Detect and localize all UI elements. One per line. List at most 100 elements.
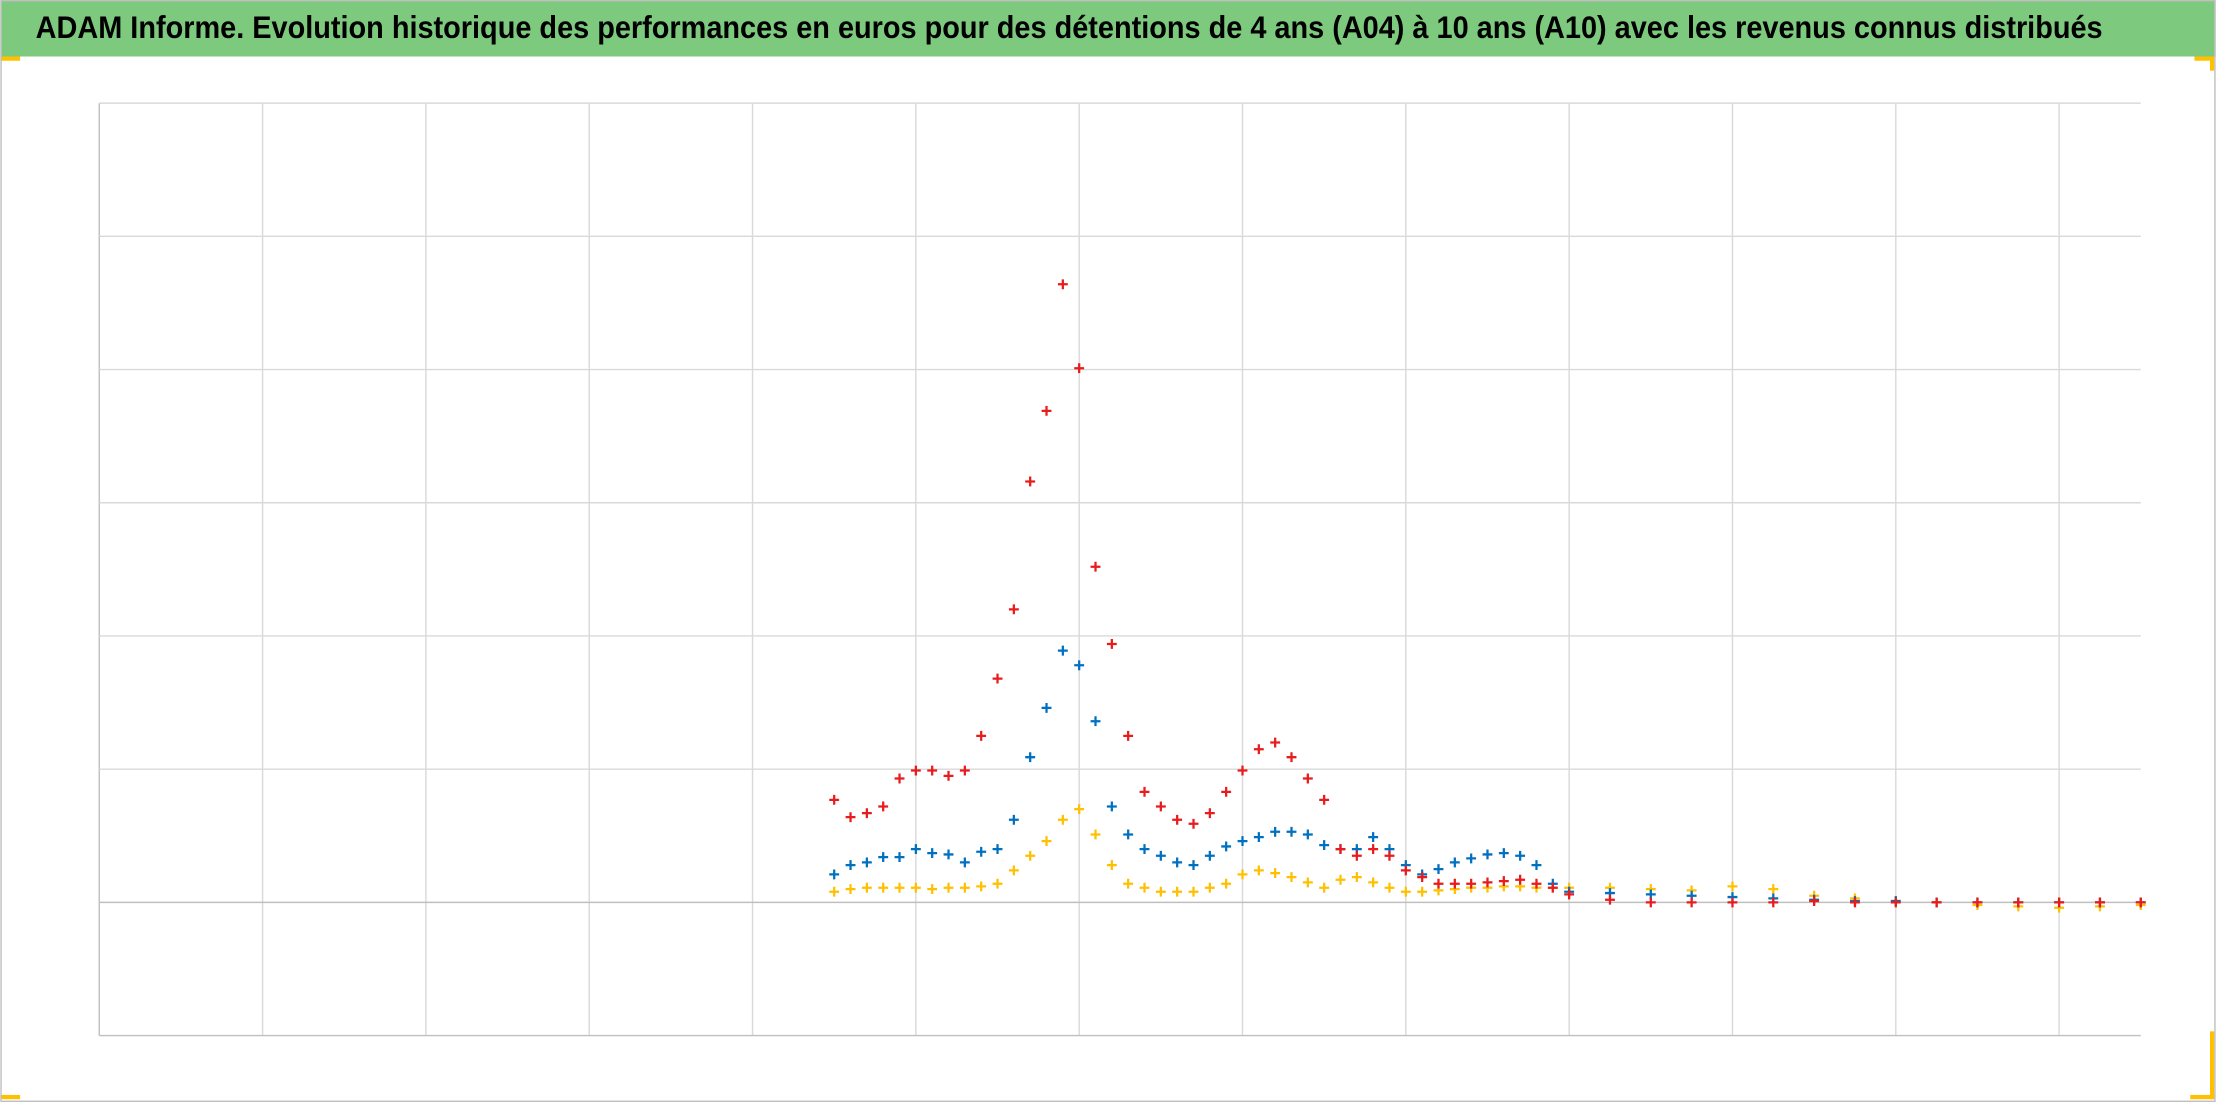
data-point <box>1605 894 1615 905</box>
data-point <box>1890 897 1901 908</box>
data-point <box>1368 832 1379 843</box>
data-point <box>2013 897 2024 908</box>
data-point <box>1286 826 1297 837</box>
data-point <box>1270 868 1281 879</box>
data-point <box>976 846 987 857</box>
data-point <box>1727 897 1738 908</box>
data-point <box>1466 878 1477 889</box>
data-point <box>1270 826 1281 837</box>
data-point <box>1172 814 1183 825</box>
data-point <box>910 882 921 893</box>
data-point <box>1123 878 1134 889</box>
data-point <box>1433 864 1444 875</box>
data-point <box>1319 882 1330 893</box>
data-point <box>1237 869 1248 880</box>
corner-mark <box>2210 1031 2215 1100</box>
data-point <box>1686 897 1697 908</box>
data-point <box>1931 897 1942 908</box>
data-point <box>845 812 856 823</box>
data-point <box>1531 878 1542 889</box>
data-point <box>1155 850 1166 861</box>
data-point <box>878 801 889 812</box>
data-point <box>861 857 872 868</box>
data-point <box>1188 886 1199 897</box>
data-point <box>1498 848 1509 859</box>
data-point <box>1074 363 1085 374</box>
data-point <box>992 673 1003 684</box>
data-point <box>1188 818 1199 829</box>
data-point <box>959 765 970 776</box>
data-point <box>1286 872 1297 883</box>
data-point <box>1482 849 1493 860</box>
data-point <box>1090 716 1101 727</box>
data-point <box>1515 874 1526 885</box>
data-point <box>1025 476 1036 487</box>
data-point <box>943 849 954 860</box>
data-point <box>1106 860 1117 871</box>
data-point <box>1057 279 1068 290</box>
data-point <box>894 773 905 784</box>
data-point <box>1384 882 1395 893</box>
data-point <box>1809 896 1820 907</box>
data-point <box>1074 804 1085 815</box>
corner-mark <box>0 1094 21 1100</box>
data-point <box>1449 878 1460 889</box>
title-bar <box>0 0 2216 57</box>
data-point <box>1302 773 1313 784</box>
data-point <box>829 794 840 805</box>
data-point <box>1008 814 1019 825</box>
data-point <box>1400 865 1411 876</box>
data-point <box>2054 897 2065 908</box>
data-point <box>1253 832 1264 843</box>
data-point <box>861 882 872 893</box>
data-point <box>829 886 840 897</box>
data-point <box>1221 878 1232 889</box>
data-point <box>894 852 905 863</box>
data-point <box>1041 836 1052 847</box>
data-point <box>1025 752 1036 763</box>
data-point <box>1466 853 1477 864</box>
data-point <box>943 770 954 781</box>
data-point <box>1106 639 1117 649</box>
data-point <box>976 730 987 741</box>
data-point <box>1335 844 1346 855</box>
data-point <box>1090 561 1101 572</box>
data-point <box>1139 786 1150 797</box>
data-point <box>1727 881 1738 892</box>
data-point <box>1335 874 1346 885</box>
data-point <box>1090 829 1101 840</box>
data-point <box>1057 645 1068 656</box>
data-point <box>1221 786 1232 797</box>
data-point <box>1433 878 1444 889</box>
data-point <box>1253 744 1264 755</box>
data-point <box>1351 872 1362 883</box>
data-point <box>943 882 954 893</box>
data-point <box>878 882 889 893</box>
data-point <box>1172 857 1183 868</box>
data-point <box>927 848 938 859</box>
data-point <box>845 860 856 871</box>
data-point <box>1368 877 1379 888</box>
data-point <box>829 869 840 880</box>
data-point <box>878 852 889 863</box>
data-point <box>1057 814 1068 825</box>
data-point <box>976 881 987 892</box>
data-point <box>1768 884 1779 895</box>
data-point <box>1270 737 1281 748</box>
data-point <box>992 844 1003 855</box>
data-point <box>1204 882 1215 893</box>
data-point <box>1155 801 1166 812</box>
data-point <box>1106 801 1117 812</box>
data-point <box>845 884 856 895</box>
chart-title: ADAM Informe. Evolution historique des p… <box>36 10 2103 45</box>
data-point <box>1221 841 1232 852</box>
data-point <box>1302 829 1313 840</box>
data-point <box>894 882 905 893</box>
corner-mark <box>2194 56 2212 61</box>
data-point <box>1768 897 1779 908</box>
data-point <box>1123 829 1134 840</box>
data-point <box>992 878 1003 889</box>
